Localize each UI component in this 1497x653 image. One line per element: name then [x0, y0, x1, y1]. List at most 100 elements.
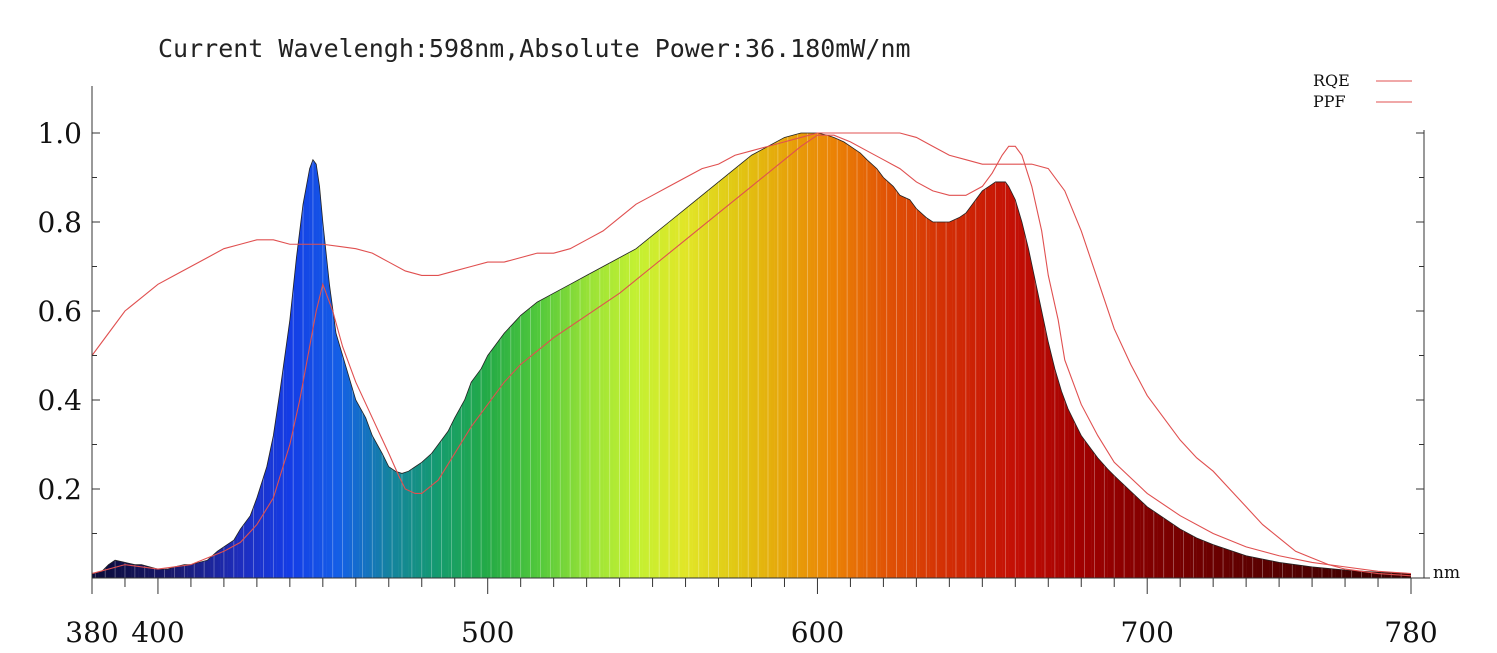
spectrum-band: [735, 133, 739, 578]
spectrum-band: [932, 133, 937, 578]
spectrum-band: [227, 133, 231, 578]
spectrum-band: [250, 133, 254, 578]
spectrum-band: [336, 133, 340, 578]
spectrum-band: [527, 133, 531, 578]
spectrum-band: [711, 133, 716, 578]
spectrum-band: [922, 133, 927, 578]
spectrum-band: [345, 133, 350, 578]
spectrum-band: [342, 133, 347, 578]
spectrum-band: [1397, 133, 1402, 578]
spectrum-band: [500, 133, 505, 578]
spectrum-band: [695, 133, 699, 578]
spectrum-band: [471, 133, 475, 578]
spectrum-band: [609, 133, 614, 578]
spectrum-band: [517, 133, 521, 578]
spectrum-band: [906, 133, 911, 578]
spectrum-band: [299, 133, 304, 578]
spectrum-band: [372, 133, 376, 578]
spectrum-band: [708, 133, 713, 578]
spectrum-band: [942, 133, 947, 578]
spectrum-band: [177, 133, 182, 578]
spectrum-band: [494, 133, 498, 578]
series-line-rqe: [91, 132, 1412, 577]
spectrum-band: [474, 133, 479, 578]
spectrum-band: [955, 133, 960, 578]
spectrum-band: [375, 133, 380, 578]
spectrum-band: [131, 133, 136, 578]
spectrum-band: [1176, 133, 1181, 578]
spectrum-band: [992, 133, 996, 578]
spectrum-band: [233, 133, 238, 578]
spectrum-band: [1272, 133, 1277, 578]
spectrum-band: [1015, 133, 1019, 578]
spectrum-band: [1256, 133, 1260, 578]
spectrum-band: [560, 133, 564, 578]
spectrum-band: [741, 133, 746, 578]
spectrum-band: [1041, 133, 1046, 578]
spectrum-band: [830, 133, 835, 578]
spectrum-band: [556, 133, 561, 578]
spectrum-band: [939, 133, 944, 578]
spectrum-band: [118, 133, 122, 578]
spectrum-band: [876, 133, 881, 578]
spectrum-band: [692, 133, 696, 578]
spectrum-band: [303, 133, 307, 578]
spectrum-band: [1394, 133, 1399, 578]
y-tick-label: 0.8: [37, 206, 82, 239]
spectrum-band: [157, 133, 162, 578]
spectrum-band: [629, 133, 634, 578]
spectrum-band: [1262, 133, 1267, 578]
spectrum-band: [1054, 133, 1059, 578]
spectrum-band: [134, 133, 139, 578]
spectrum-band: [1404, 133, 1408, 578]
spectrum-band: [537, 133, 541, 578]
spectrum-band: [893, 133, 897, 578]
spectrum-band: [649, 133, 653, 578]
spectrum-band: [827, 133, 831, 578]
spectrum-band: [148, 133, 152, 578]
spectrum-band: [141, 133, 146, 578]
spectrum-band: [276, 133, 281, 578]
spectrum-band: [306, 133, 310, 578]
spectrum-band: [520, 133, 525, 578]
spectrum-band: [461, 133, 465, 578]
spectrum-band: [504, 133, 508, 578]
spectrum-band: [1279, 133, 1283, 578]
spectrum-band: [1002, 133, 1006, 578]
spectrum-band: [652, 133, 657, 578]
spectrum-band: [1249, 133, 1253, 578]
spectrum-band: [748, 133, 752, 578]
spectrum-band: [1018, 133, 1023, 578]
spectrum-band: [425, 133, 429, 578]
spectrum-band: [672, 133, 676, 578]
spectrum-band: [1193, 133, 1197, 578]
spectrum-band: [814, 133, 818, 578]
spectrum-band: [1295, 133, 1300, 578]
spectrum-band: [949, 133, 953, 578]
spectrum-band: [1345, 133, 1349, 578]
spectrum-band: [886, 133, 891, 578]
spectrum-band: [1354, 133, 1359, 578]
spectrum-band: [365, 133, 370, 578]
spectrum-band: [606, 133, 610, 578]
spectrum-band: [1196, 133, 1201, 578]
spectrum-band: [95, 133, 99, 578]
spectrum-band: [853, 133, 858, 578]
spectrum-band: [293, 133, 297, 578]
spectrum-band: [217, 133, 221, 578]
spectrum-band: [1223, 133, 1227, 578]
spectrum-band: [857, 133, 861, 578]
spectrum-band: [1387, 133, 1392, 578]
spectrum-band: [1292, 133, 1296, 578]
spectrum-band: [1137, 133, 1141, 578]
spectrum-band: [421, 133, 426, 578]
spectrum-band: [619, 133, 624, 578]
spectrum-band: [1325, 133, 1329, 578]
spectrum-band: [553, 133, 558, 578]
spectrum-band: [1031, 133, 1036, 578]
spectrum-band: [1341, 133, 1346, 578]
spectrum-band: [1124, 133, 1128, 578]
spectrum-band: [675, 133, 680, 578]
spectrum-band: [721, 133, 726, 578]
spectrum-band: [1157, 133, 1161, 578]
